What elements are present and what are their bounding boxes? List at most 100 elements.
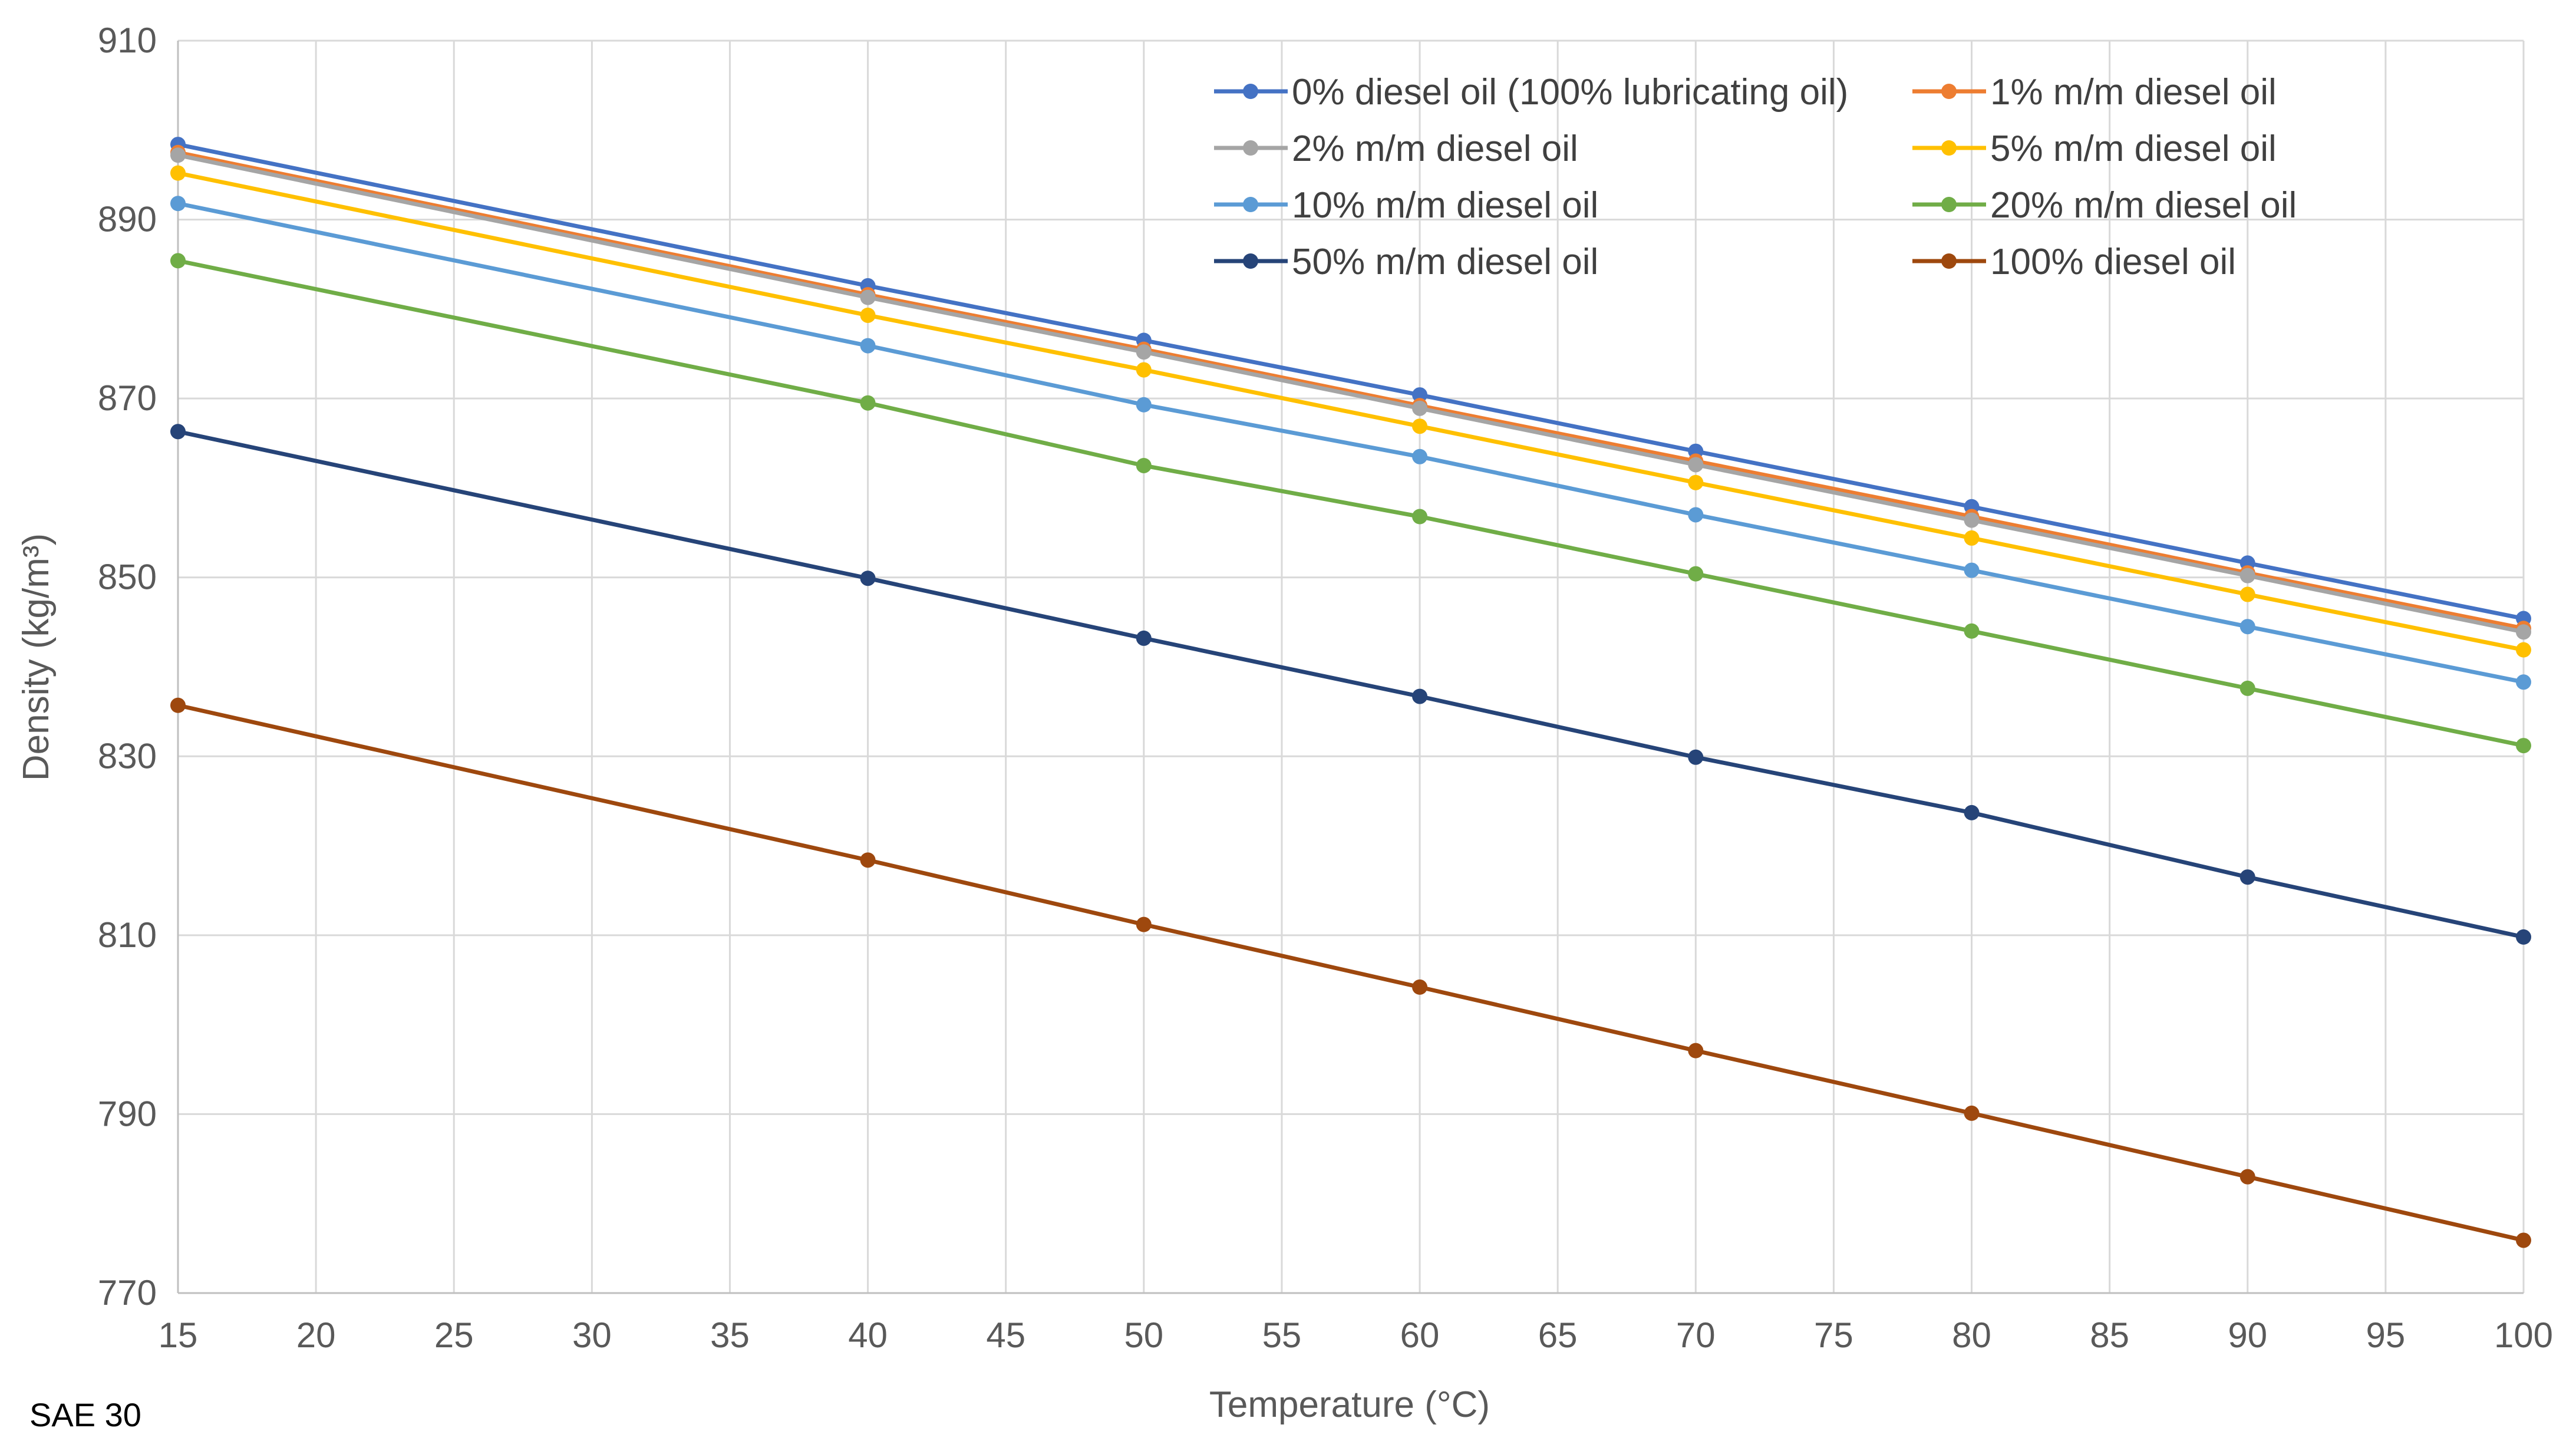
legend-label: 5% m/m diesel oil (1990, 128, 2277, 169)
legend-swatch-marker (1243, 140, 1258, 156)
data-point (1412, 688, 1428, 704)
y-tick-label: 830 (98, 736, 157, 776)
data-point (2516, 642, 2531, 658)
legend-label: 100% diesel oil (1990, 242, 2236, 282)
legend-item-4: 5% m/m diesel oil (1912, 128, 2277, 169)
y-tick-label: 870 (98, 378, 157, 418)
series-7 (170, 424, 2531, 945)
legend-item-5: 10% m/m diesel oil (1214, 185, 1598, 226)
data-point (2239, 680, 2255, 696)
series-line (176, 201, 2526, 684)
x-tick-label: 15 (159, 1315, 198, 1355)
x-tick-label: 65 (1538, 1315, 1578, 1355)
y-axis-title: Density (kg/m³) (16, 533, 57, 781)
data-point (860, 289, 876, 305)
data-point (1688, 507, 1704, 523)
data-point (860, 307, 876, 323)
legend-label: 1% m/m diesel oil (1990, 72, 2277, 113)
y-tick-label: 810 (98, 915, 157, 955)
data-point (2239, 586, 2255, 602)
data-point (2239, 1169, 2255, 1185)
series-line (176, 150, 2526, 631)
data-point (2239, 619, 2255, 635)
data-point (1412, 979, 1428, 995)
y-tick-label: 910 (98, 21, 157, 60)
data-point (1964, 804, 1980, 820)
data-point (170, 697, 186, 713)
series-line (176, 258, 2526, 748)
data-point (2516, 738, 2531, 754)
axes: 770 790 810 830 850 870 890 910 15 20 25 30 35 40 45 50… (98, 21, 2553, 1355)
data-point (860, 338, 876, 354)
series-lines (170, 137, 2531, 1248)
data-point (170, 196, 186, 212)
data-point (860, 852, 876, 868)
series-6 (170, 253, 2531, 754)
y-tick-label: 770 (98, 1273, 157, 1313)
x-tick-label: 50 (1124, 1315, 1163, 1355)
y-tick-label: 890 (98, 200, 157, 239)
data-point (1412, 449, 1428, 464)
x-axis-title: Temperature (°C) (1209, 1384, 1490, 1425)
legend-swatch-marker (1941, 197, 1957, 212)
series-line (176, 153, 2526, 634)
x-tick-label: 95 (2366, 1315, 2406, 1355)
data-point (1964, 512, 1980, 528)
data-point (1964, 623, 1980, 639)
series-line (176, 703, 2526, 1242)
data-point (860, 395, 876, 411)
data-point (170, 147, 186, 163)
y-tick-label: 790 (98, 1094, 157, 1133)
legend-item-8: 100% diesel oil (1912, 242, 2236, 282)
data-point (1964, 1105, 1980, 1121)
x-tick-label: 30 (572, 1315, 612, 1355)
x-tick-label: 75 (1814, 1315, 1853, 1355)
data-point (1964, 562, 1980, 578)
data-point (170, 165, 186, 181)
data-point (1688, 457, 1704, 473)
data-point (1136, 362, 1152, 378)
data-point (1136, 344, 1152, 360)
data-point (1136, 630, 1152, 646)
legend-item-6: 20% m/m diesel oil (1912, 185, 2297, 226)
legend-swatch-marker (1941, 140, 1957, 156)
series-4 (170, 165, 2531, 658)
data-point (170, 424, 186, 440)
x-tick-label: 35 (710, 1315, 750, 1355)
x-tick-label: 25 (434, 1315, 474, 1355)
data-point (1688, 566, 1704, 582)
data-point (1688, 1043, 1704, 1058)
data-point (1412, 509, 1428, 525)
footnote-sae30: SAE 30 (29, 1396, 141, 1433)
series-5 (170, 196, 2531, 690)
x-tick-label: 45 (986, 1315, 1025, 1355)
series-line (176, 429, 2526, 939)
x-tick-label: 70 (1676, 1315, 1716, 1355)
data-point (2516, 1232, 2531, 1248)
data-point (1136, 457, 1152, 473)
series-line (176, 171, 2526, 652)
legend-swatch-marker (1243, 253, 1258, 269)
data-point (2516, 929, 2531, 945)
legend-swatch-marker (1941, 84, 1957, 99)
data-point (2239, 869, 2255, 885)
legend-item-2: 1% m/m diesel oil (1912, 72, 2277, 113)
y-tick-label: 850 (98, 558, 157, 597)
series-3 (170, 147, 2531, 640)
x-tick-label: 80 (1952, 1315, 1991, 1355)
legend-swatch-marker (1243, 84, 1258, 99)
data-point (2516, 674, 2531, 690)
legend-label: 2% m/m diesel oil (1292, 128, 1578, 169)
legend-item-1: 0% diesel oil (100% lubricating oil) (1214, 72, 1848, 113)
data-point (1412, 418, 1428, 434)
legend: 0% diesel oil (100% lubricating oil) 1% m… (1214, 72, 2297, 282)
data-point (170, 253, 186, 269)
data-point (1688, 474, 1704, 490)
series-line (176, 142, 2526, 621)
x-tick-label: 90 (2228, 1315, 2267, 1355)
x-tick-label: 40 (848, 1315, 888, 1355)
data-point (1412, 400, 1428, 416)
legend-swatch-marker (1243, 197, 1258, 212)
legend-label: 50% m/m diesel oil (1292, 242, 1598, 282)
